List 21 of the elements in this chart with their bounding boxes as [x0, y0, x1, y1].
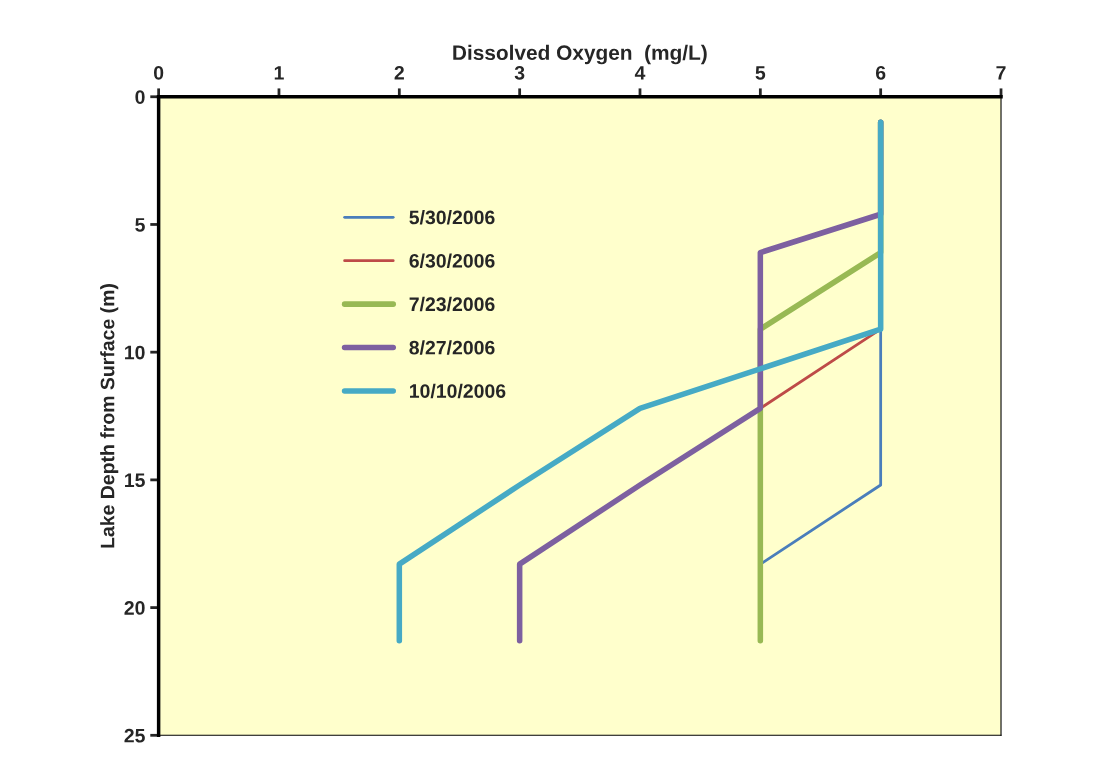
- legend-label: 7/23/2006: [409, 296, 495, 312]
- legend-label: 8/27/2006: [409, 340, 495, 355]
- legend-label: 10/10/2006: [410, 383, 506, 399]
- legend-label: 6/30/2006: [409, 253, 495, 268]
- x-axis-title: Dissolved Oxygen (mg/L): [453, 44, 707, 65]
- x-tick-label: 5: [755, 66, 766, 80]
- y-tick-label: 5: [135, 218, 145, 232]
- x-tick-label: 2: [394, 65, 404, 80]
- legend-label: 5/30/2006: [409, 210, 495, 225]
- x-tick-label: 6: [875, 65, 886, 80]
- y-tick-label: 20: [124, 601, 145, 615]
- x-tick-label: 0: [153, 65, 164, 80]
- x-tick-label: 7: [996, 66, 1006, 80]
- x-tick-label: 4: [634, 66, 646, 80]
- x-tick-label: 1: [274, 66, 284, 80]
- y-tick-label: 25: [124, 728, 145, 743]
- x-tick-label: 3: [514, 65, 525, 80]
- y-tick-label: 0: [135, 90, 145, 104]
- y-tick-label: 15: [125, 473, 145, 488]
- y-axis-title: Lake Depth from Surface (m): [100, 284, 119, 548]
- y-tick-label: 10: [125, 345, 145, 360]
